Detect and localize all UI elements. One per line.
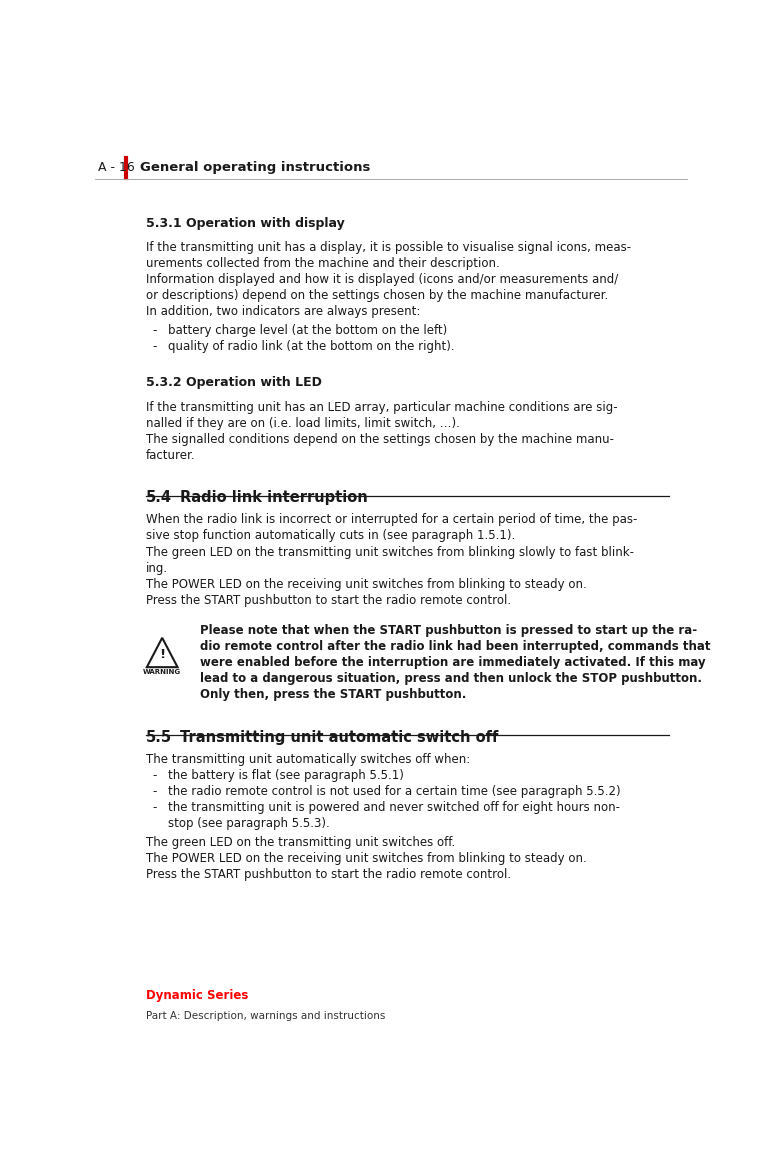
Text: nalled if they are on (i.e. load limits, limit switch, …).: nalled if they are on (i.e. load limits,… xyxy=(146,416,459,430)
Text: lead to a dangerous situation, press and then unlock the STOP pushbutton.: lead to a dangerous situation, press and… xyxy=(200,672,702,686)
Text: were enabled before the interruption are immediately activated. If this may: were enabled before the interruption are… xyxy=(200,657,706,669)
Text: -: - xyxy=(153,340,157,353)
Text: urements collected from the machine and their description.: urements collected from the machine and … xyxy=(146,257,500,271)
Text: -: - xyxy=(153,769,157,781)
Text: -: - xyxy=(153,785,157,798)
Text: 5.3.2: 5.3.2 xyxy=(146,377,182,390)
Text: The POWER LED on the receiving unit switches from blinking to steady on.: The POWER LED on the receiving unit swit… xyxy=(146,578,587,591)
Text: stop (see paragraph 5.5.3).: stop (see paragraph 5.5.3). xyxy=(168,817,330,830)
Text: If the transmitting unit has an LED array, particular machine conditions are sig: If the transmitting unit has an LED arra… xyxy=(146,400,617,414)
Text: Press the START pushbutton to start the radio remote control.: Press the START pushbutton to start the … xyxy=(146,867,510,881)
Text: quality of radio link (at the bottom on the right).: quality of radio link (at the bottom on … xyxy=(168,340,455,353)
Text: Operation with LED: Operation with LED xyxy=(186,377,322,390)
Text: dio remote control after the radio link had been interrupted, commands that: dio remote control after the radio link … xyxy=(200,640,710,653)
Text: The transmitting unit automatically switches off when:: The transmitting unit automatically swit… xyxy=(146,753,470,766)
Text: A - 16: A - 16 xyxy=(98,161,135,173)
Text: !: ! xyxy=(159,647,166,661)
Text: 5.5: 5.5 xyxy=(146,729,172,744)
Text: Radio link interruption: Radio link interruption xyxy=(180,490,368,505)
Text: 5.3.1: 5.3.1 xyxy=(146,217,182,230)
Text: Press the START pushbutton to start the radio remote control.: Press the START pushbutton to start the … xyxy=(146,593,510,607)
Text: Information displayed and how it is displayed (icons and/or measurements and/: Information displayed and how it is disp… xyxy=(146,273,618,287)
Text: facturer.: facturer. xyxy=(146,449,195,461)
Text: General operating instructions: General operating instructions xyxy=(140,161,370,173)
Text: -: - xyxy=(153,324,157,336)
Text: If the transmitting unit has a display, it is possible to visualise signal icons: If the transmitting unit has a display, … xyxy=(146,242,631,254)
Text: 5.4: 5.4 xyxy=(146,490,172,505)
Text: battery charge level (at the bottom on the left): battery charge level (at the bottom on t… xyxy=(168,324,447,336)
Text: ing.: ing. xyxy=(146,562,168,575)
Text: When the radio link is incorrect or interrupted for a certain period of time, th: When the radio link is incorrect or inte… xyxy=(146,513,637,526)
Text: the battery is flat (see paragraph 5.5.1): the battery is flat (see paragraph 5.5.1… xyxy=(168,769,404,781)
Text: The green LED on the transmitting unit switches off.: The green LED on the transmitting unit s… xyxy=(146,836,455,849)
Text: Please note that when the START pushbutton is pressed to start up the ra-: Please note that when the START pushbutt… xyxy=(200,624,697,637)
Text: the transmitting unit is powered and never switched off for eight hours non-: the transmitting unit is powered and nev… xyxy=(168,801,620,814)
Text: Operation with display: Operation with display xyxy=(186,217,345,230)
Text: sive stop function automatically cuts in (see paragraph 1.5.1).: sive stop function automatically cuts in… xyxy=(146,529,515,542)
Text: The green LED on the transmitting unit switches from blinking slowly to fast bli: The green LED on the transmitting unit s… xyxy=(146,546,633,558)
Text: WARNING: WARNING xyxy=(143,669,182,675)
Text: Only then, press the START pushbutton.: Only then, press the START pushbutton. xyxy=(200,688,466,701)
Text: -: - xyxy=(153,801,157,814)
Text: Transmitting unit automatic switch off: Transmitting unit automatic switch off xyxy=(180,729,498,744)
Text: Dynamic Series: Dynamic Series xyxy=(146,990,248,1002)
Text: the radio remote control is not used for a certain time (see paragraph 5.5.2): the radio remote control is not used for… xyxy=(168,785,621,798)
Text: Part A: Description, warnings and instructions: Part A: Description, warnings and instru… xyxy=(146,1012,385,1021)
Text: The signalled conditions depend on the settings chosen by the machine manu-: The signalled conditions depend on the s… xyxy=(146,432,613,445)
Text: In addition, two indicators are always present:: In addition, two indicators are always p… xyxy=(146,305,420,318)
Text: or descriptions) depend on the settings chosen by the machine manufacturer.: or descriptions) depend on the settings … xyxy=(146,289,608,302)
Text: The POWER LED on the receiving unit switches from blinking to steady on.: The POWER LED on the receiving unit swit… xyxy=(146,852,587,865)
